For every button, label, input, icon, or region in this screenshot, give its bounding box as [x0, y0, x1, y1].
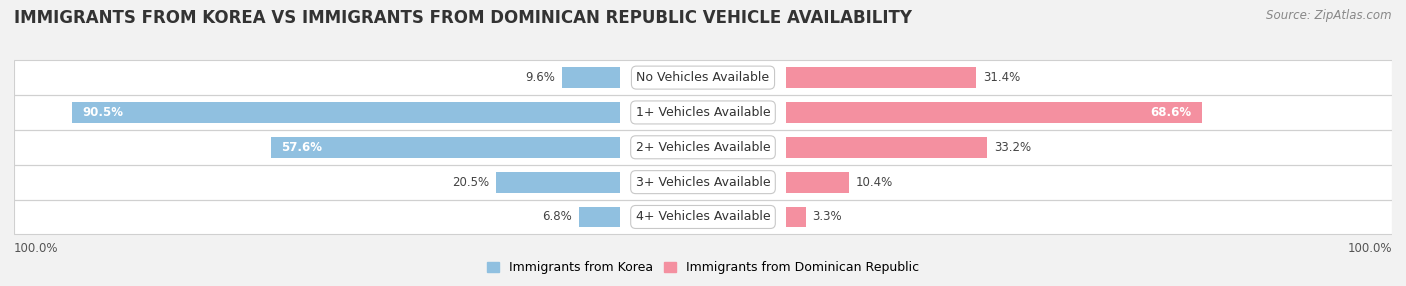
Bar — [271, 137, 620, 158]
Text: 90.5%: 90.5% — [82, 106, 122, 119]
Text: 3.3%: 3.3% — [813, 210, 842, 223]
Text: 100.0%: 100.0% — [14, 242, 59, 255]
Text: 6.8%: 6.8% — [543, 210, 572, 223]
Text: 33.2%: 33.2% — [994, 141, 1031, 154]
Bar — [72, 102, 620, 123]
Bar — [786, 137, 987, 158]
Bar — [14, 130, 1392, 165]
Text: 1+ Vehicles Available: 1+ Vehicles Available — [636, 106, 770, 119]
Text: 4+ Vehicles Available: 4+ Vehicles Available — [636, 210, 770, 223]
Text: No Vehicles Available: No Vehicles Available — [637, 71, 769, 84]
Bar — [14, 200, 1392, 235]
Bar — [14, 95, 1392, 130]
Text: 2+ Vehicles Available: 2+ Vehicles Available — [636, 141, 770, 154]
Bar — [14, 165, 1392, 200]
Text: 9.6%: 9.6% — [526, 71, 555, 84]
Text: 10.4%: 10.4% — [856, 176, 893, 189]
Bar — [786, 67, 976, 88]
Text: 3+ Vehicles Available: 3+ Vehicles Available — [636, 176, 770, 189]
Bar — [14, 60, 1392, 95]
Text: 68.6%: 68.6% — [1150, 106, 1191, 119]
Text: 20.5%: 20.5% — [451, 176, 489, 189]
Bar — [786, 172, 849, 192]
Legend: Immigrants from Korea, Immigrants from Dominican Republic: Immigrants from Korea, Immigrants from D… — [482, 256, 924, 279]
Bar — [14, 95, 1392, 130]
Text: 57.6%: 57.6% — [281, 141, 322, 154]
Text: Source: ZipAtlas.com: Source: ZipAtlas.com — [1267, 9, 1392, 21]
Bar — [786, 206, 806, 227]
Bar — [14, 165, 1392, 200]
Bar — [496, 172, 620, 192]
Bar — [562, 67, 620, 88]
Bar — [579, 206, 620, 227]
Bar — [14, 200, 1392, 235]
Text: 100.0%: 100.0% — [1347, 242, 1392, 255]
Text: 31.4%: 31.4% — [983, 71, 1021, 84]
Bar — [14, 60, 1392, 95]
Bar — [786, 102, 1202, 123]
Bar — [14, 130, 1392, 165]
Text: IMMIGRANTS FROM KOREA VS IMMIGRANTS FROM DOMINICAN REPUBLIC VEHICLE AVAILABILITY: IMMIGRANTS FROM KOREA VS IMMIGRANTS FROM… — [14, 9, 912, 27]
